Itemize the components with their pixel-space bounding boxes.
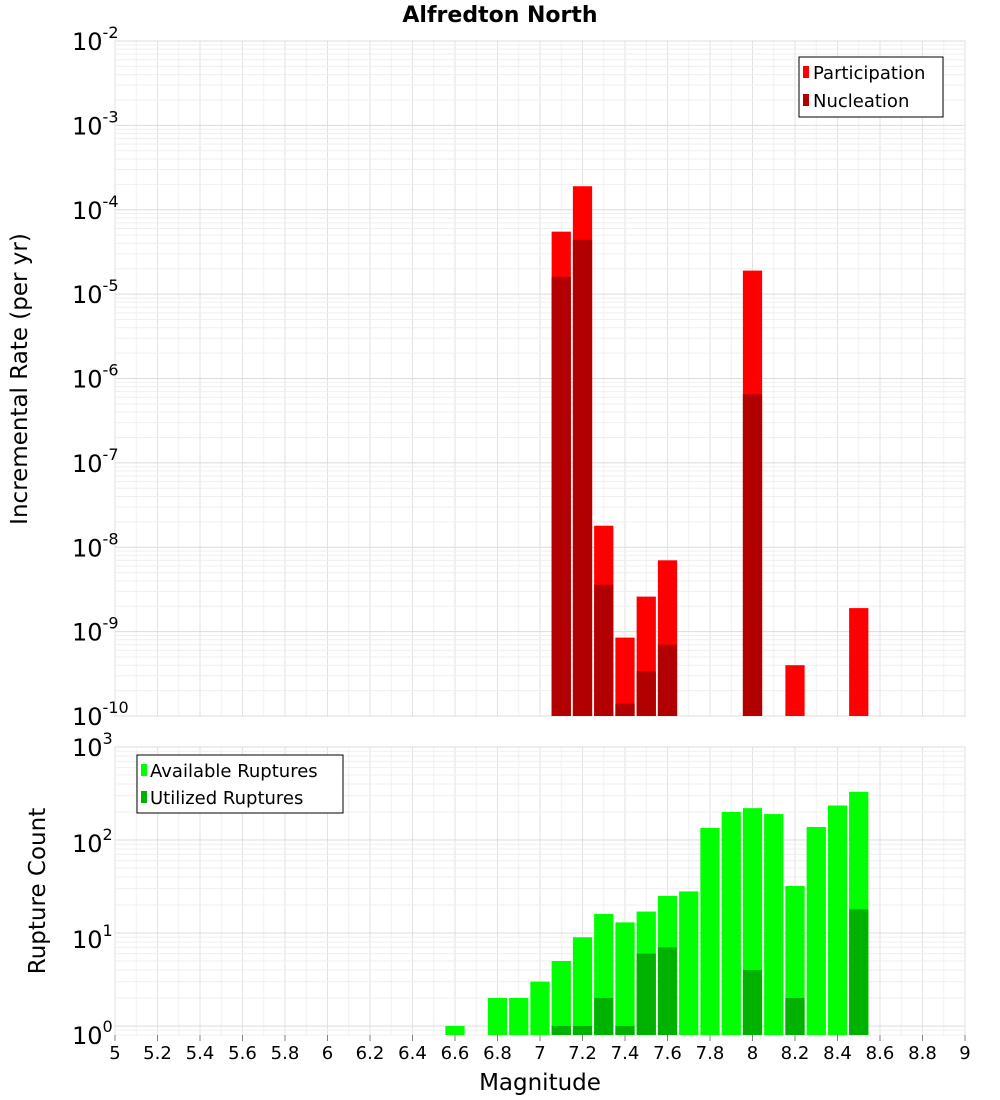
y-tick-label: 101: [72, 921, 113, 954]
bottom-y-axis-label: Rupture Count: [25, 808, 51, 974]
x-ticks: 5 5.2 5.4 5.6 5.8 6 6.2 6.4 6.6 6.8 7 7.2 7.4 7.6 7.8 8…: [109, 1035, 971, 1064]
bar-available-ruptures: [700, 827, 720, 1035]
bar-utilized-ruptures: [551, 1025, 571, 1035]
bar-utilized-ruptures: [572, 1025, 593, 1035]
bar-nucleation: [572, 239, 593, 716]
legend-label-participation: Participation: [813, 63, 925, 84]
x-tick-label: 5.6: [228, 1043, 257, 1064]
legend-swatch-utilized-ruptures: [141, 791, 147, 803]
x-tick-label: 6.2: [356, 1043, 385, 1064]
bar-available-ruptures: [615, 922, 635, 1035]
top-bars: [551, 186, 869, 716]
x-tick-label: 5.2: [143, 1043, 172, 1064]
legend-label-available-ruptures: Available Ruptures: [150, 761, 318, 782]
bar-nucleation: [657, 644, 678, 716]
bar-participation: [785, 665, 805, 716]
bar-participation: [615, 637, 635, 716]
bar-available-ruptures: [509, 997, 529, 1035]
x-tick-label: 7: [534, 1043, 545, 1064]
bar-available-ruptures: [530, 981, 550, 1035]
y-tick-label: 10-8: [72, 529, 119, 562]
y-tick-label: 103: [72, 729, 113, 762]
y-tick-label: 10-6: [72, 361, 119, 394]
bar-available-ruptures: [721, 812, 741, 1035]
bottom-panel: 103 102 101 100 Rupture Count Available Rup…: [25, 729, 971, 1096]
bar-utilized-ruptures: [785, 997, 805, 1035]
top-legend: Participation Nucleation: [798, 56, 944, 118]
y-tick-label: 10-7: [72, 445, 119, 478]
y-tick-label: 10-5: [72, 276, 119, 309]
legend-label-nucleation: Nucleation: [813, 91, 909, 112]
bottom-legend-box: [136, 754, 344, 814]
x-tick-label: 6.6: [441, 1043, 470, 1064]
bar-utilized-ruptures: [594, 997, 614, 1035]
bottom-y-ticks: 103 102 101 100: [72, 729, 113, 1050]
bar-available-ruptures: [764, 814, 784, 1035]
y-tick-label: 10-2: [72, 23, 119, 56]
x-tick-label: 7.8: [696, 1043, 725, 1064]
x-tick-label: 9: [959, 1043, 970, 1064]
bar-available-ruptures: [785, 886, 805, 1035]
top-y-axis-label: Incremental Rate (per yr): [7, 233, 33, 525]
top-grid: [114, 40, 966, 717]
bar-available-ruptures: [679, 891, 699, 1035]
bar-nucleation: [636, 671, 656, 716]
bar-nucleation: [594, 584, 614, 716]
x-tick-label: 6.8: [483, 1043, 512, 1064]
legend-swatch-participation: [803, 66, 809, 78]
top-panel: 10-2 10-3 10-4 10-5 10-6 10-7 10-8 10-9 10-10 In…: [7, 23, 966, 731]
x-tick-label: 8.8: [908, 1043, 937, 1064]
bar-nucleation: [742, 394, 763, 716]
bar-nucleation: [615, 703, 635, 716]
chart-title: Alfredton North: [402, 3, 597, 28]
x-tick-label: 5: [109, 1043, 120, 1064]
bar-available-ruptures: [827, 805, 848, 1035]
bar-utilized-ruptures: [615, 1025, 635, 1035]
legend-swatch-available-ruptures: [141, 764, 147, 776]
bar-available-ruptures: [487, 997, 508, 1035]
x-tick-label: 6: [322, 1043, 333, 1064]
y-tick-label: 10-3: [72, 107, 119, 140]
x-tick-label: 7.2: [568, 1043, 597, 1064]
bar-available-ruptures: [445, 1025, 465, 1035]
bar-available-ruptures: [551, 960, 571, 1035]
bar-utilized-ruptures: [742, 969, 763, 1035]
top-y-ticks: 10-2 10-3 10-4 10-5 10-6 10-7 10-8 10-9 10-10: [72, 23, 129, 731]
x-tick-label: 5.8: [271, 1043, 300, 1064]
x-tick-label: 5.4: [186, 1043, 215, 1064]
x-tick-label: 8: [747, 1043, 758, 1064]
bar-available-ruptures: [572, 937, 593, 1035]
y-tick-label: 10-4: [72, 192, 119, 225]
bottom-legend: Available Ruptures Utilized Ruptures: [136, 754, 344, 814]
y-tick-label: 102: [72, 825, 113, 858]
bar-nucleation: [551, 276, 571, 716]
bar-utilized-ruptures: [636, 953, 656, 1035]
x-tick-label: 8.4: [823, 1043, 852, 1064]
x-tick-label: 7.6: [653, 1043, 682, 1064]
legend-swatch-nucleation: [803, 94, 809, 106]
bar-participation: [849, 608, 869, 716]
y-tick-label: 10-10: [72, 698, 129, 731]
y-tick-label: 100: [72, 1017, 113, 1050]
bar-utilized-ruptures: [657, 947, 678, 1035]
bottom-bars: [445, 791, 869, 1035]
x-tick-label: 7.4: [611, 1043, 640, 1064]
x-tick-label: 6.4: [398, 1043, 427, 1064]
top-legend-box: [798, 56, 944, 118]
x-axis-label: Magnitude: [479, 1070, 601, 1096]
legend-label-utilized-ruptures: Utilized Ruptures: [150, 788, 303, 809]
x-tick-label: 8.6: [866, 1043, 895, 1064]
bar-available-ruptures: [806, 826, 826, 1035]
y-tick-label: 10-9: [72, 614, 119, 647]
x-tick-label: 8.2: [781, 1043, 810, 1064]
bar-utilized-ruptures: [849, 909, 869, 1035]
